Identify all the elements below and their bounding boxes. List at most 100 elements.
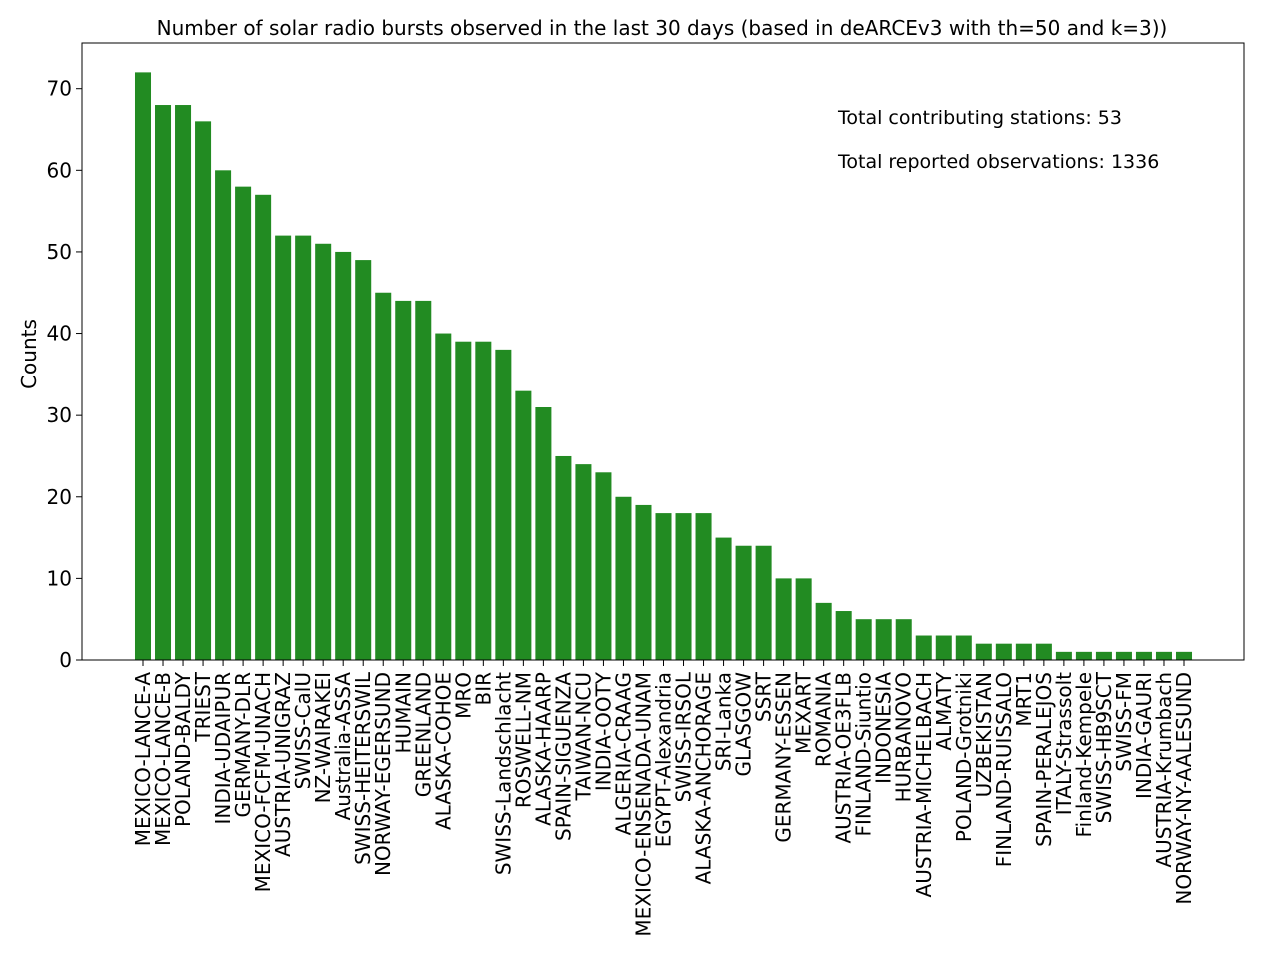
x-tick-label-9: NZ-WAIRAKEI: [311, 672, 335, 803]
x-tick-label-45: SPAIN-PERALEJOS: [1032, 672, 1056, 847]
bar-23: [595, 472, 612, 660]
bar-49: [1115, 651, 1132, 660]
bar-16: [455, 341, 472, 660]
y-tick-label-6: 60: [47, 158, 72, 182]
bar-50: [1135, 651, 1152, 660]
x-tick-label-25: MEXICO-ENSENADA-UNAM: [631, 672, 655, 937]
x-tick-label-41: POLAND-Grotniki: [952, 672, 976, 842]
y-tick-label-4: 40: [47, 322, 72, 346]
x-tick-label-24: ALGERIA-CRAAG: [611, 672, 635, 835]
bar-0: [134, 72, 152, 660]
x-tick-label-1: MEXICO-LANCE-B: [151, 672, 175, 846]
bar-1: [155, 105, 172, 660]
bar-7: [275, 235, 292, 661]
x-tick-label-31: SSRT: [752, 671, 776, 722]
bar-46: [1055, 651, 1072, 660]
bar-13: [395, 300, 412, 660]
y-tick-label-7: 70: [47, 77, 72, 101]
x-tick-label-16: MRO: [451, 672, 475, 719]
bar-3: [195, 121, 212, 661]
annotation-total-stations: Total contributing stations: 53: [837, 107, 1122, 129]
x-tick-label-35: AUSTRIA-OE3FLB: [832, 672, 856, 844]
x-tick-label-40: ALMATY: [932, 671, 956, 750]
bar-15: [435, 333, 452, 660]
x-tick-label-34: ROMANIA: [812, 672, 836, 767]
x-tick-label-51: AUSTRIA-Krumbach: [1152, 672, 1176, 868]
bar-32: [775, 578, 792, 660]
chart-title: Number of solar radio bursts observed in…: [157, 16, 1168, 40]
bar-34: [815, 602, 832, 660]
bar-30: [735, 545, 752, 660]
bar-31: [755, 545, 772, 660]
y-tick-label-3: 30: [47, 403, 72, 427]
bar-4: [215, 170, 232, 660]
y-axis: 0 10 20 30 40 50 60 70: [47, 77, 82, 672]
x-tick-label-26: EGYPT-Alexandria: [652, 672, 676, 847]
x-tick-label-33: MEXART: [792, 671, 816, 754]
bar-8: [295, 235, 312, 661]
x-tick-label-38: HURBANOVO: [892, 672, 916, 802]
x-tick-label-28: ALASKA-ANCHORAGE: [692, 672, 716, 884]
bar-43: [995, 643, 1012, 660]
bar-33: [795, 578, 812, 660]
x-tick-label-44: MRT1: [1012, 672, 1036, 727]
y-tick-label-0: 0: [59, 648, 72, 672]
bar-19: [515, 390, 532, 660]
bar-39: [915, 635, 932, 660]
bar-2: [175, 105, 192, 660]
x-tick-label-20: ALASKA-HAARP: [531, 672, 555, 826]
x-tick-label-29: SRI-Lanka: [712, 672, 736, 771]
x-tick-label-3: TRIEST: [191, 671, 215, 742]
x-tick-label-52: NORWAY-NY-AALESUND: [1172, 672, 1196, 905]
x-tick-label-7: AUSTRIA-UNIGRAZ: [271, 672, 295, 857]
bar-12: [375, 292, 392, 660]
x-axis: MEXICO-LANCE-AMEXICO-LANCE-BPOLAND-BALDY…: [131, 660, 1196, 937]
x-tick-label-5: GERMANY-DLR: [231, 672, 255, 818]
x-tick-label-12: NORWAY-EGERSUND: [371, 672, 395, 876]
bar-28: [695, 513, 712, 660]
bar-51: [1155, 651, 1172, 660]
bar-24: [615, 496, 632, 660]
x-tick-label-18: SWISS-Landschlacht: [491, 672, 515, 875]
bar-9: [315, 243, 332, 660]
bars-group: [134, 72, 1193, 661]
bar-52: [1175, 651, 1193, 660]
y-axis-label: Counts: [17, 319, 41, 389]
x-tick-label-0: MEXICO-LANCE-A: [131, 672, 155, 847]
bar-38: [895, 619, 912, 660]
bar-36: [855, 619, 872, 660]
bar-48: [1095, 651, 1112, 660]
x-tick-label-17: BIR: [471, 672, 495, 706]
x-tick-label-43: FINLAND-RUISSALO: [992, 672, 1016, 867]
x-tick-label-23: INDIA-OOTY: [591, 671, 615, 791]
bar-17: [475, 341, 492, 660]
x-tick-label-42: UZBEKISTAN: [972, 672, 996, 797]
bar-25: [635, 504, 652, 660]
y-tick-label-2: 20: [47, 485, 72, 509]
annotation-total-observations: Total reported observations: 1336: [837, 151, 1159, 173]
x-tick-label-27: SWISS-IRSOL: [672, 671, 696, 802]
x-tick-label-8: SWISS-CalU: [291, 672, 315, 789]
bar-40: [935, 635, 952, 660]
x-tick-label-6: MEXICO-FCFM-UNACH: [251, 672, 275, 892]
plot-frame: [81, 42, 1245, 661]
x-tick-label-48: SWISS-HB9SCT: [1092, 671, 1116, 823]
bar-41: [955, 635, 972, 660]
bar-29: [715, 537, 732, 660]
x-tick-label-10: Australia-ASSA: [331, 672, 355, 821]
x-tick-label-39: AUSTRIA-MICHELBACH: [912, 672, 936, 897]
x-tick-label-11: SWISS-HEITERSWIL: [351, 671, 375, 865]
y-tick-label-5: 50: [47, 240, 72, 264]
y-tick-label-1: 10: [47, 566, 72, 590]
bar-5: [235, 186, 252, 660]
x-tick-label-19: ROSWELL-NM: [511, 672, 535, 808]
x-tick-label-46: ITALY-Strassolt: [1052, 672, 1076, 815]
x-tick-label-50: INDIA-GAURI: [1132, 672, 1156, 799]
x-tick-label-37: INDONESIA: [872, 672, 896, 784]
bar-26: [655, 513, 672, 660]
x-tick-label-30: GLASGOW: [732, 672, 756, 777]
x-tick-label-32: GERMANY-ESSEN: [772, 672, 796, 843]
x-tick-label-21: SPAIN-SIGUENZA: [551, 672, 575, 841]
bar-10: [335, 251, 352, 660]
